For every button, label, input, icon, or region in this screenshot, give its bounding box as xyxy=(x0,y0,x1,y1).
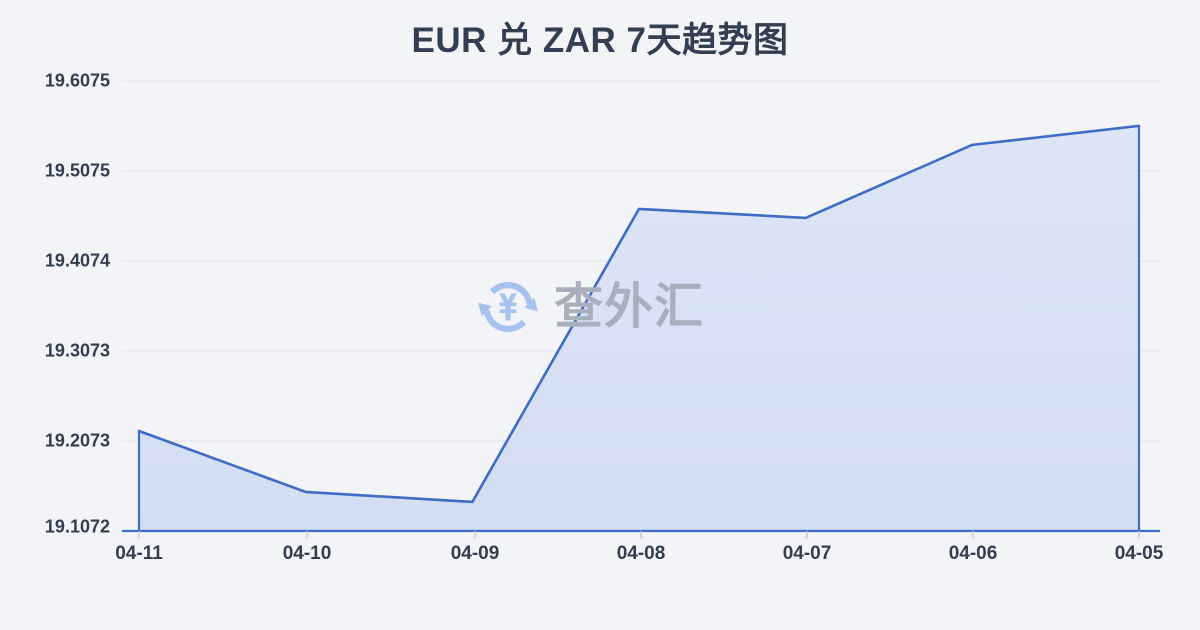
y-tick-label: 19.4074 xyxy=(44,250,110,271)
x-tick-label: 04-10 xyxy=(282,543,332,564)
y-tick-label: 19.5075 xyxy=(44,160,110,181)
series-area-eurzar xyxy=(137,124,1141,532)
x-tick-label: 04-06 xyxy=(948,543,998,564)
y-tick-label: 19.2073 xyxy=(44,430,110,451)
y-tick-label: 19.1072 xyxy=(44,516,110,537)
x-tick-label: 04-09 xyxy=(450,543,500,564)
y-tick-label: 19.3073 xyxy=(44,340,110,361)
x-tick-label: 04-11 xyxy=(115,543,163,564)
x-tick-label: 04-05 xyxy=(1114,543,1164,564)
chart-title: EUR 兑 ZAR 7天趋势图 xyxy=(411,21,789,60)
x-tick-label: 04-07 xyxy=(782,543,832,564)
y-axis: 19.6075 19.5075 19.4074 19.3073 19.2073 … xyxy=(0,0,122,630)
x-axis-ticks xyxy=(138,531,1140,539)
y-tick-label: 19.6075 xyxy=(44,70,110,91)
x-tick-label: 04-08 xyxy=(616,543,666,564)
